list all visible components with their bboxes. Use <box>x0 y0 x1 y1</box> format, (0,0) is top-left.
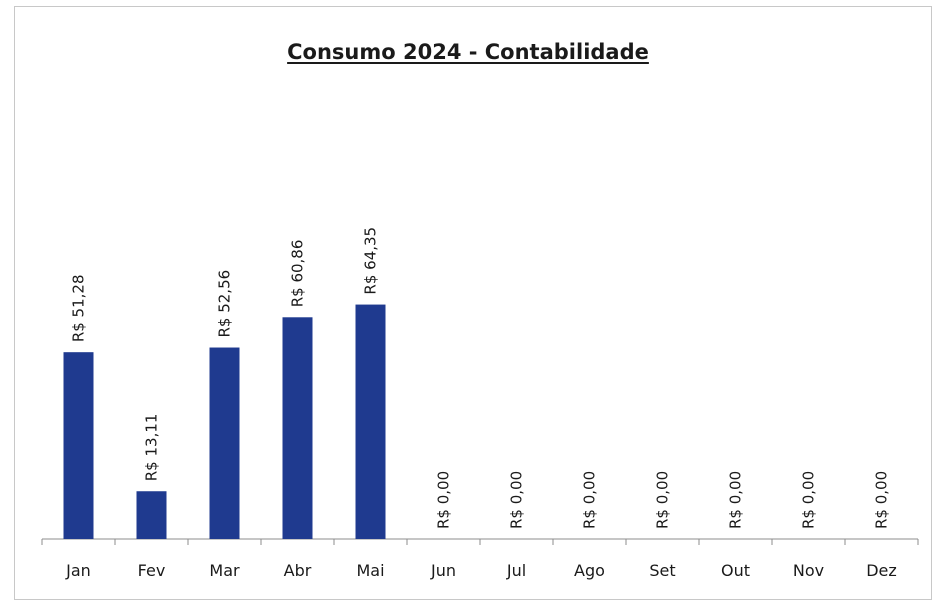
chart-title: Consumo 2024 - Contabilidade <box>287 40 649 64</box>
x-tick-label-abr: Abr <box>284 561 312 580</box>
data-label-mar: R$ 52,56 <box>216 270 234 338</box>
x-tick-label-nov: Nov <box>793 561 824 580</box>
data-label-fev: R$ 13,11 <box>143 414 161 482</box>
chart-frame <box>14 6 932 600</box>
bar-abr <box>282 317 313 539</box>
data-label-dez: R$ 0,00 <box>873 471 891 529</box>
data-label-ago: R$ 0,00 <box>581 471 599 529</box>
bar-mai <box>355 304 386 539</box>
x-tick-label-mai: Mai <box>356 561 384 580</box>
x-tick-label-fev: Fev <box>138 561 166 580</box>
x-tick-label-out: Out <box>721 561 750 580</box>
x-tick-label-mar: Mar <box>209 561 240 580</box>
data-label-mai: R$ 64,35 <box>362 227 380 295</box>
x-tick-label-jul: Jul <box>506 561 526 580</box>
x-tick-label-ago: Ago <box>574 561 605 580</box>
data-label-abr: R$ 60,86 <box>289 240 307 308</box>
x-tick-label-jan: Jan <box>65 561 91 580</box>
x-tick-label-jun: Jun <box>430 561 456 580</box>
data-label-out: R$ 0,00 <box>727 471 745 529</box>
x-tick-label-dez: Dez <box>866 561 897 580</box>
bar-fev <box>136 491 167 539</box>
data-label-nov: R$ 0,00 <box>800 471 818 529</box>
x-tick-label-set: Set <box>649 561 675 580</box>
data-label-set: R$ 0,00 <box>654 471 672 529</box>
data-label-jul: R$ 0,00 <box>508 471 526 529</box>
data-label-jun: R$ 0,00 <box>435 471 453 529</box>
bar-jan <box>63 352 94 539</box>
data-label-jan: R$ 51,28 <box>70 274 88 342</box>
bar-mar <box>209 347 240 539</box>
